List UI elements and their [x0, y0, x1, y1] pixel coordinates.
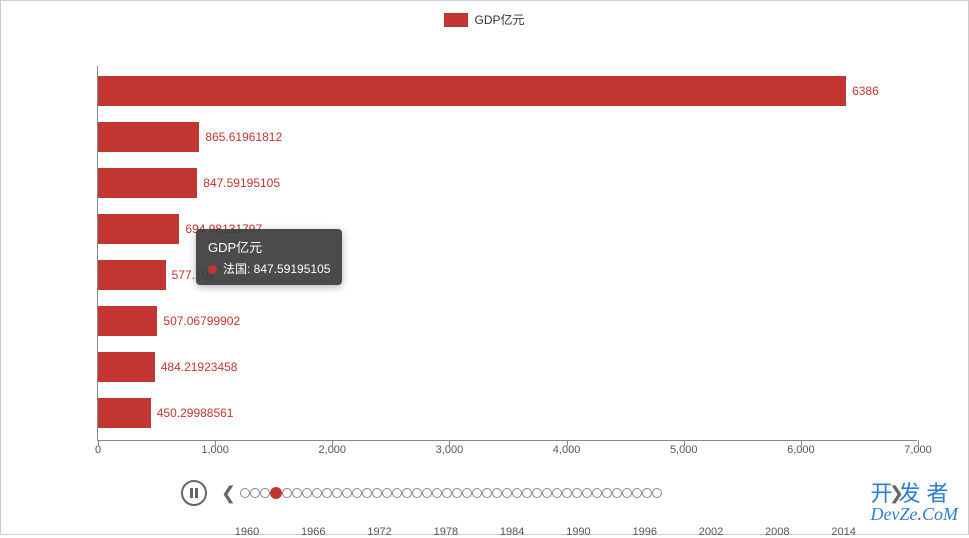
bar[interactable]: [98, 122, 199, 152]
timeline-dot[interactable]: [260, 488, 270, 498]
timeline-year-label: 1996: [632, 526, 656, 538]
bar-value-label: 865.61961812: [205, 130, 282, 144]
timeline-year-label: 1966: [301, 526, 325, 538]
timeline-dots: [240, 487, 885, 499]
watermark-cn: 开发者: [871, 482, 958, 505]
timeline-dot[interactable]: [312, 488, 322, 498]
timeline-dot[interactable]: [602, 488, 612, 498]
timeline-dot[interactable]: [250, 488, 260, 498]
bar[interactable]: [98, 168, 197, 198]
pause-icon: [190, 488, 198, 498]
bar-row[interactable]: 847.59195105: [98, 168, 197, 198]
timeline-year-label: 1960: [235, 526, 259, 538]
bar-value-label: 847.59195105: [203, 176, 280, 190]
tooltip-title: GDP亿元: [208, 237, 330, 256]
tooltip-text: 法国: 847.59195105: [223, 262, 330, 276]
timeline-dot[interactable]: [652, 488, 662, 498]
legend-swatch: [444, 13, 468, 27]
bar[interactable]: [98, 398, 151, 428]
bar-row[interactable]: 484.21923458: [98, 352, 155, 382]
timeline-dot[interactable]: [632, 488, 642, 498]
legend-label: GDP亿元: [474, 11, 524, 28]
timeline-dot[interactable]: [392, 488, 402, 498]
timeline-dot[interactable]: [492, 488, 502, 498]
timeline-dot[interactable]: [432, 488, 442, 498]
legend[interactable]: GDP亿元: [1, 1, 968, 28]
timeline-dot[interactable]: [412, 488, 422, 498]
timeline-dot[interactable]: [622, 488, 632, 498]
tooltip: GDP亿元 法国: 847.59195105: [196, 229, 342, 285]
timeline-dot[interactable]: [442, 488, 452, 498]
bar-row[interactable]: 6386: [98, 76, 846, 106]
timeline-year-label: 2002: [699, 526, 723, 538]
bar[interactable]: [98, 260, 166, 290]
timeline-dot[interactable]: [642, 488, 652, 498]
timeline-year-label: 2008: [765, 526, 789, 538]
bar[interactable]: [98, 214, 179, 244]
timeline-dot[interactable]: [422, 488, 432, 498]
timeline-dot[interactable]: [562, 488, 572, 498]
timeline-dot[interactable]: [462, 488, 472, 498]
timeline: ❮ ❯: [181, 480, 908, 506]
timeline-year-label: 1990: [566, 526, 590, 538]
timeline-dot[interactable]: [592, 488, 602, 498]
timeline-dot[interactable]: [572, 488, 582, 498]
timeline-dot[interactable]: [342, 488, 352, 498]
timeline-dot[interactable]: [282, 488, 292, 498]
timeline-dot[interactable]: [482, 488, 492, 498]
timeline-dot[interactable]: [302, 488, 312, 498]
timeline-dot[interactable]: [292, 488, 302, 498]
timeline-dot[interactable]: [532, 488, 542, 498]
watermark: 开发者 DevZe.CoM: [871, 482, 958, 524]
timeline-dot[interactable]: [552, 488, 562, 498]
timeline-dot[interactable]: [522, 488, 532, 498]
timeline-dot[interactable]: [352, 488, 362, 498]
play-pause-button[interactable]: [181, 480, 207, 506]
timeline-year-label: 2014: [831, 526, 855, 538]
timeline-year-label: 1984: [500, 526, 524, 538]
timeline-dot[interactable]: [582, 488, 592, 498]
timeline-dot[interactable]: [372, 488, 382, 498]
timeline-dot[interactable]: [472, 488, 482, 498]
bar[interactable]: [98, 306, 157, 336]
bar-value-label: 6386: [852, 84, 879, 98]
watermark-en: DevZe.CoM: [871, 505, 958, 524]
timeline-dot[interactable]: [240, 488, 250, 498]
timeline-dot[interactable]: [362, 488, 372, 498]
chart-container: GDP亿元 6386 865.61961812 847.59195105 694.98…: [0, 0, 969, 535]
bar[interactable]: [98, 76, 846, 106]
bar[interactable]: [98, 352, 155, 382]
bar-value-label: 507.06799902: [163, 314, 240, 328]
bar-row[interactable]: 865.61961812: [98, 122, 199, 152]
bar-value-label: 484.21923458: [161, 360, 238, 374]
timeline-dot[interactable]: [332, 488, 342, 498]
timeline-year-label: 1972: [367, 526, 391, 538]
bar-value-label: 450.29988561: [157, 406, 234, 420]
tooltip-marker: [208, 265, 217, 274]
timeline-dot[interactable]: [542, 488, 552, 498]
timeline-dot[interactable]: [322, 488, 332, 498]
timeline-dot[interactable]: [382, 488, 392, 498]
bar-row[interactable]: 694.98131797: [98, 214, 179, 244]
timeline-prev-arrow[interactable]: ❮: [217, 483, 240, 504]
bar-row[interactable]: 577.107: [98, 260, 166, 290]
timeline-year-label: 1978: [434, 526, 458, 538]
bar-row[interactable]: 450.29988561: [98, 398, 151, 428]
timeline-dot[interactable]: [452, 488, 462, 498]
timeline-dot[interactable]: [402, 488, 412, 498]
bar-row[interactable]: 507.06799902: [98, 306, 157, 336]
timeline-dot[interactable]: [502, 488, 512, 498]
timeline-dot[interactable]: [512, 488, 522, 498]
timeline-dot[interactable]: [612, 488, 622, 498]
tooltip-row: 法国: 847.59195105: [208, 260, 330, 277]
timeline-dot[interactable]: [270, 487, 282, 499]
